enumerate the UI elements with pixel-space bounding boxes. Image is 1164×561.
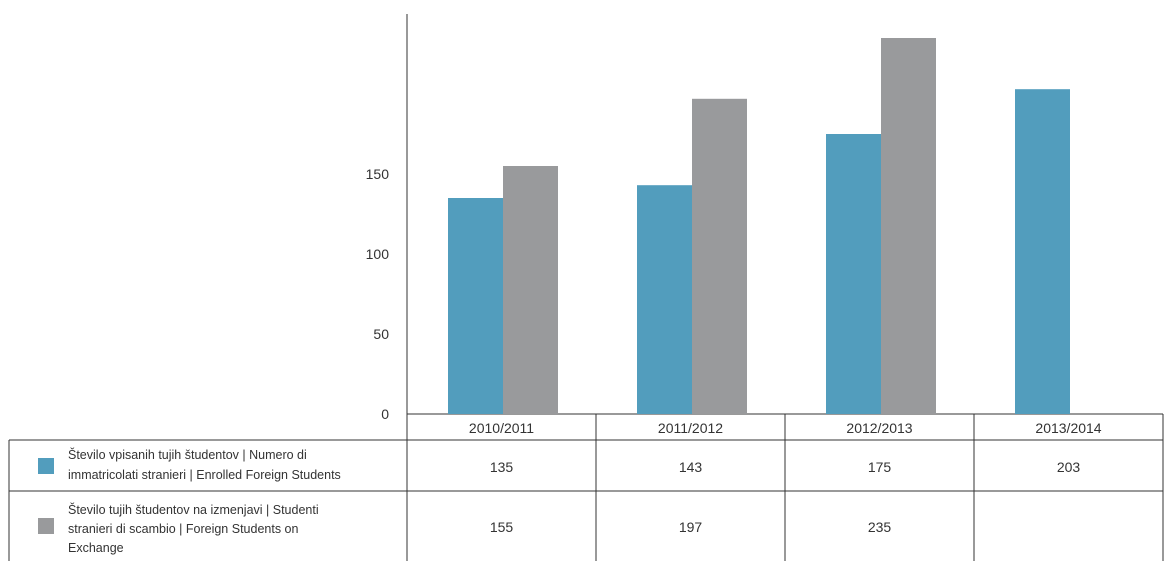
y-tick-label: 50 — [373, 326, 389, 342]
legend-swatch — [38, 518, 54, 534]
y-axis-ticks: 0 50 100 150 — [366, 166, 390, 422]
table-cell-value: 175 — [868, 459, 892, 475]
table-cell-value: 203 — [1057, 459, 1081, 475]
table-cell-value: 235 — [868, 519, 892, 535]
legend-label: Število vpisanih tujih študentov | Numer… — [68, 447, 341, 482]
x-tick-label: 2010/2011 — [469, 420, 534, 436]
bar-series-1-2013-2014 — [1015, 89, 1070, 414]
table-cell-value: 197 — [679, 519, 703, 535]
bar-series-1-2011-2012 — [637, 185, 692, 414]
bars — [448, 38, 1070, 415]
table-cell-value: 135 — [490, 459, 514, 475]
data-table: 2010/2011 2011/2012 2012/2013 2013/2014 Štev… — [8, 414, 1164, 561]
bar-series-2-2011-2012 — [692, 98, 747, 415]
bar-series-1-2010-2011 — [448, 198, 503, 414]
legend-label: Število tujih študentov na izmenjavi | S… — [68, 502, 319, 555]
x-tick-label: 2012/2013 — [846, 420, 912, 436]
y-tick-label: 0 — [381, 406, 389, 422]
bar-series-2-2010-2011 — [503, 166, 558, 414]
x-tick-label: 2011/2012 — [658, 420, 723, 436]
legend-swatch — [38, 458, 54, 474]
bar-series-2-2012-2013 — [881, 38, 936, 414]
x-tick-label: 2013/2014 — [1035, 420, 1101, 436]
y-tick-label: 100 — [366, 246, 390, 262]
table-cell-value: 155 — [490, 519, 514, 535]
table-cell-value: 143 — [679, 459, 703, 475]
bar-series-1-2012-2013 — [826, 134, 881, 414]
y-tick-label: 150 — [366, 166, 390, 182]
